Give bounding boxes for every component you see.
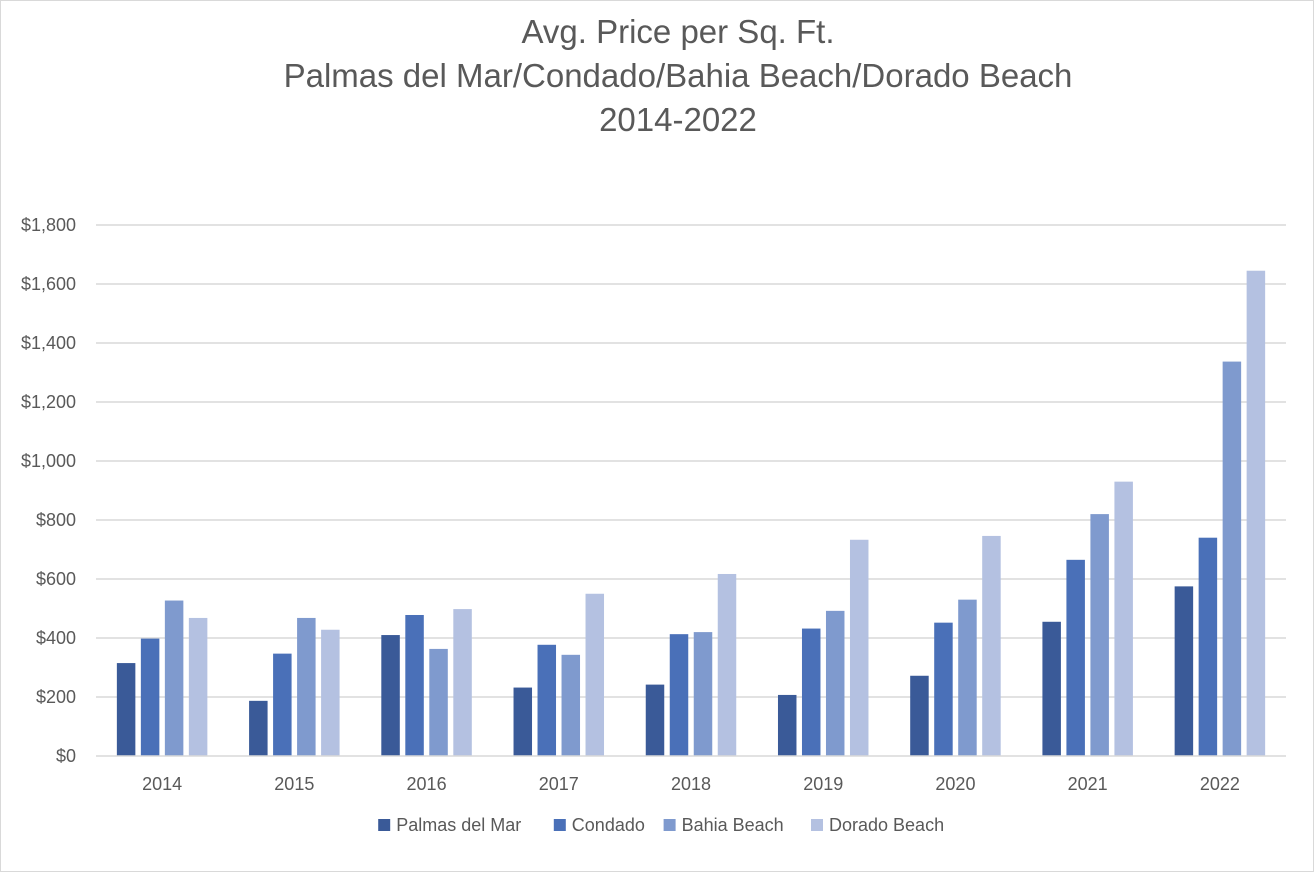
gridlines — [96, 224, 1286, 698]
bar — [717, 573, 737, 756]
y-tick-label: $600 — [36, 569, 76, 589]
bar — [1198, 537, 1218, 756]
bar — [116, 663, 136, 756]
y-tick-label: $400 — [36, 628, 76, 648]
bar — [801, 628, 821, 756]
bar — [321, 629, 340, 756]
y-axis-tick-labels: $0 $200 $400 $600 $800 $1,000 $1,200 $1,400 $1,6… — [21, 215, 76, 766]
bar — [1222, 361, 1242, 756]
bar — [982, 535, 1001, 756]
bar — [297, 617, 316, 756]
x-tick-label: 2015 — [274, 774, 314, 794]
bar — [188, 617, 208, 756]
y-tick-label: $200 — [36, 687, 76, 707]
bar — [934, 622, 953, 756]
bar — [958, 599, 977, 756]
bar — [1066, 559, 1085, 756]
bar — [164, 600, 184, 756]
x-tick-label: 2018 — [671, 774, 711, 794]
y-tick-label: $0 — [56, 746, 76, 766]
bar — [381, 635, 400, 756]
bar — [693, 632, 713, 756]
bar — [140, 638, 160, 756]
bar — [405, 614, 424, 756]
bar — [453, 609, 472, 756]
bar — [825, 610, 845, 756]
legend: Palmas del Mar Condado Bahia Beach Dorado B… — [378, 815, 944, 835]
legend-swatch — [378, 819, 391, 831]
legend-label: Condado — [572, 815, 645, 835]
x-tick-label: 2017 — [539, 774, 579, 794]
chart-subtitle-line: Palmas del Mar/Condado/Bahia Beach/Dorad… — [284, 57, 1073, 94]
legend-label: Palmas del Mar — [396, 815, 521, 835]
x-tick-label: 2019 — [803, 774, 843, 794]
x-tick-label: 2016 — [407, 774, 447, 794]
bar — [585, 593, 605, 756]
bar — [1246, 270, 1266, 756]
x-tick-label: 2020 — [935, 774, 975, 794]
bar — [513, 687, 533, 756]
y-tick-label: $1,800 — [21, 215, 76, 235]
bar — [1090, 514, 1109, 756]
x-axis-tick-labels: 2014 2015 2016 2017 2018 2019 2020 2021 2022 — [142, 774, 1240, 794]
bar — [249, 700, 268, 756]
bar — [561, 654, 581, 756]
bar — [849, 539, 869, 756]
bar — [273, 653, 292, 756]
bar — [537, 644, 557, 756]
legend-swatch — [553, 819, 566, 831]
y-tick-label: $1,600 — [21, 274, 76, 294]
chart-title: Avg. Price per Sq. Ft. Palmas del Mar/Co… — [284, 13, 1073, 138]
x-tick-label: 2022 — [1200, 774, 1240, 794]
legend-label: Dorado Beach — [829, 815, 944, 835]
x-tick-label: 2014 — [142, 774, 182, 794]
x-tick-label: 2021 — [1068, 774, 1108, 794]
legend-label: Bahia Beach — [682, 815, 784, 835]
bar — [429, 648, 448, 756]
bar — [1042, 621, 1061, 756]
y-tick-label: $800 — [36, 510, 76, 530]
bar — [1174, 586, 1194, 756]
bars — [116, 270, 1266, 756]
bar — [669, 634, 689, 756]
legend-swatch — [811, 819, 823, 831]
bar — [1114, 481, 1133, 756]
bar — [910, 675, 929, 756]
chart-title-line: Avg. Price per Sq. Ft. — [521, 13, 834, 50]
y-tick-label: $1,200 — [21, 392, 76, 412]
y-tick-label: $1,000 — [21, 451, 76, 471]
y-tick-label: $1,400 — [21, 333, 76, 353]
legend-swatch — [663, 819, 676, 831]
chart-date-range-line: 2014-2022 — [599, 101, 757, 138]
bar — [777, 694, 797, 756]
bar — [645, 684, 665, 756]
